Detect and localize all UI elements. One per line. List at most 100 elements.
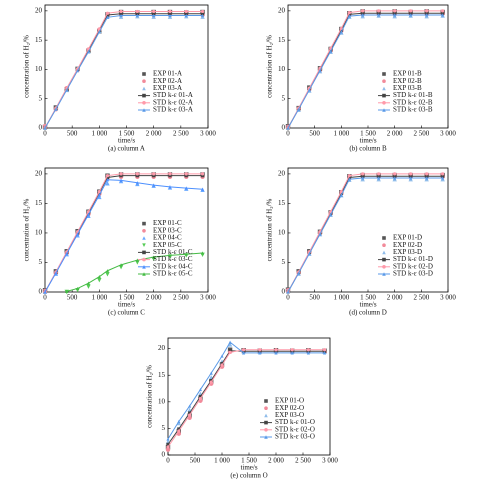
x-tick-label: 1 500 [119,130,135,138]
x-tick-label: 1 000 [333,294,349,302]
legend-marker [142,265,146,269]
marker [65,88,69,92]
legend-label: EXP 03-A [153,84,182,92]
marker [347,14,351,18]
marker [152,255,156,259]
x-tick-label: 2 000 [268,457,284,465]
y-tick-label: 15 [158,371,166,379]
legend-marker [142,257,146,262]
marker [188,413,192,417]
marker [168,185,172,189]
marker [361,174,365,178]
y-tick-label: 0 [162,451,166,459]
marker [258,351,262,355]
marker [441,174,445,178]
marker [76,69,80,73]
marker [441,13,445,17]
y-axis-label: concentration of H₂/% [266,35,274,98]
marker [188,411,192,415]
y-tick-label: 20 [35,170,43,178]
legend-label: STD k-ε 03-D [393,270,433,278]
y-axis-label: concentration of H₂/% [23,198,31,261]
y-tick-label: 0 [282,288,286,296]
marker [377,11,381,15]
marker [152,9,156,14]
y-tick-label: 20 [278,6,286,14]
marker [135,9,139,14]
y-tick-label: 15 [278,36,286,44]
legend-label: EXP 03-B [393,84,422,92]
marker [97,193,101,197]
marker [168,9,172,14]
marker [135,172,139,176]
legend-marker [142,229,146,233]
marker [274,351,278,355]
x-tick-label: 1 000 [333,130,349,138]
marker [339,193,343,197]
x-tick-label: 2 000 [146,130,162,138]
marker [166,442,170,446]
marker [441,11,445,15]
x-tick-label: 1 000 [91,294,107,302]
legend-marker [382,265,386,269]
caption: (b) column B [349,145,387,153]
x-tick-label: 1 500 [360,130,376,138]
marker [290,351,294,355]
legend-label: STD k-ε 01-O [275,418,315,426]
marker [105,181,110,186]
legend-label: EXP 03-O [275,411,304,419]
marker [228,350,232,354]
x-tick-label: 3 000 [440,130,456,138]
legend-label: EXP 02-B [393,77,422,85]
marker [242,351,246,355]
caption: (e) column O [230,472,267,480]
marker [177,427,181,431]
marker [152,13,156,18]
legend-label: EXP 02-O [275,404,304,412]
marker [119,172,123,176]
marker [97,30,101,34]
legend-label: STD k-ε 03-A [153,106,193,114]
marker [188,404,192,408]
legend-marker [264,428,268,432]
marker [318,69,322,73]
marker [152,12,156,16]
marker [105,175,110,180]
y-tick-label: 20 [278,170,286,178]
x-tick-label: 2 500 [173,130,189,138]
x-tick-label: 1 500 [119,294,135,302]
marker [409,176,413,180]
marker [65,252,69,256]
legend-marker [142,72,146,76]
x-tick-label: 2 500 [413,130,429,138]
marker [198,394,202,399]
y-tick-label: 15 [35,199,43,207]
y-tick-label: 5 [282,258,286,266]
marker [361,172,365,176]
y-tick-label: 10 [158,397,166,405]
legend-label: STD k-ε 02-A [153,98,193,106]
marker [135,181,139,185]
y-tick-label: 10 [278,229,286,237]
legend-label: STD k-ε 02-O [275,425,315,433]
marker [198,397,202,401]
marker [347,12,351,16]
legend-label: STD k-ε 03-B [393,106,433,114]
marker [297,271,301,275]
marker [377,174,381,178]
legend-label: EXP 05-C [153,241,182,249]
marker [209,371,213,375]
marker [361,13,365,17]
marker [377,172,381,176]
marker [105,174,110,178]
marker [97,277,102,283]
marker [329,49,333,53]
marker [297,107,301,111]
marker [200,174,205,178]
legend-label: EXP 02-A [153,77,182,85]
marker [307,88,311,92]
legend-marker [382,79,386,83]
marker [441,176,445,180]
marker [323,351,327,355]
caption: (a) column A [108,145,145,153]
